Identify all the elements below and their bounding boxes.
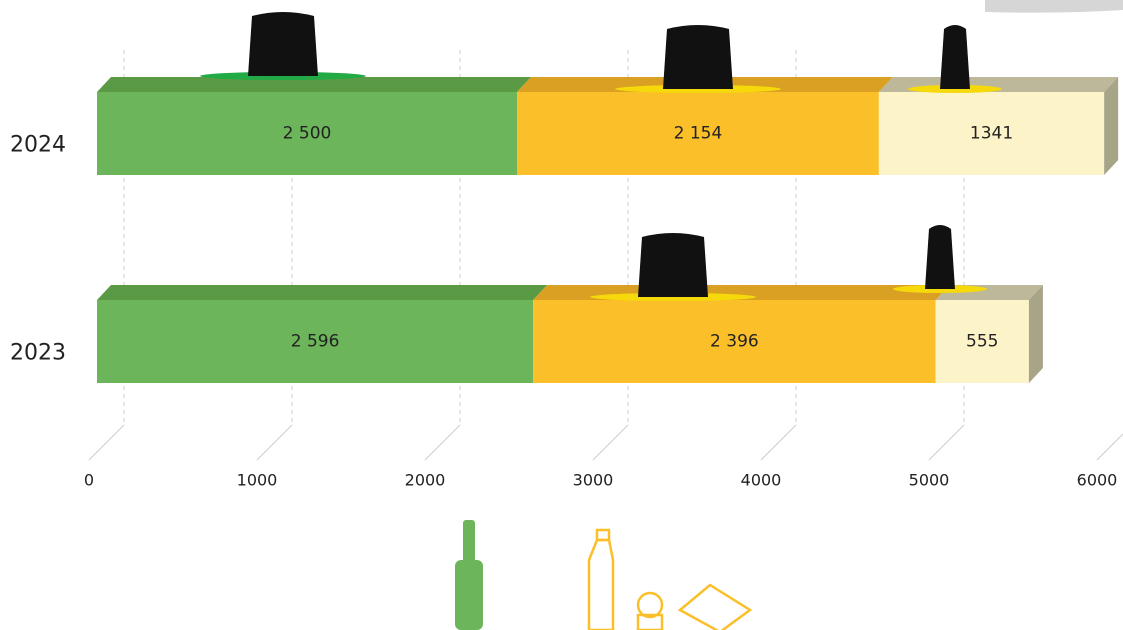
x-tick-label: 5000 — [909, 471, 950, 490]
bar-side — [1104, 77, 1119, 175]
value-label: 1341 — [970, 124, 1013, 144]
bar-side — [1028, 285, 1043, 383]
x-tick-label: 1000 — [237, 471, 278, 490]
bin-icon — [925, 225, 955, 289]
bar-top — [97, 285, 548, 300]
grid-diagonal — [592, 424, 629, 461]
grid-diagonal — [256, 424, 293, 461]
value-label: 555 — [966, 332, 998, 352]
grid-diagonal — [760, 424, 797, 461]
x-tick-label: 4000 — [741, 471, 782, 490]
x-tick-label: 0 — [84, 471, 94, 490]
grid-diagonal — [1096, 433, 1123, 461]
bottle-neck — [463, 520, 475, 565]
bar — [878, 92, 1105, 175]
bin-icon — [663, 25, 733, 89]
value-label: 2 154 — [674, 124, 723, 144]
category-label: 2024 — [10, 133, 66, 158]
bin-icon — [638, 233, 708, 297]
bar — [517, 92, 879, 175]
x-tick-label: 3000 — [573, 471, 614, 490]
bin-icon — [248, 12, 318, 76]
grid-diagonal — [424, 424, 461, 461]
x-tick-label: 6000 — [1077, 471, 1118, 490]
value-label: 2 396 — [710, 332, 759, 352]
bar — [97, 92, 517, 175]
value-label: 2 500 — [283, 124, 332, 144]
x-tick-label: 2000 — [405, 471, 446, 490]
corner-decoration — [985, 0, 1123, 13]
recycle-icons — [587, 528, 753, 630]
grid-diagonal — [928, 424, 965, 461]
bar-top — [97, 77, 531, 92]
bar — [935, 300, 1029, 383]
bar — [97, 300, 534, 383]
bin-icon — [940, 25, 970, 89]
value-label: 2 596 — [291, 332, 340, 352]
category-label: 2023 — [10, 341, 66, 366]
bottle-icon — [455, 560, 483, 630]
grid-diagonal — [88, 424, 125, 461]
bar — [533, 300, 936, 383]
icons — [455, 520, 753, 630]
